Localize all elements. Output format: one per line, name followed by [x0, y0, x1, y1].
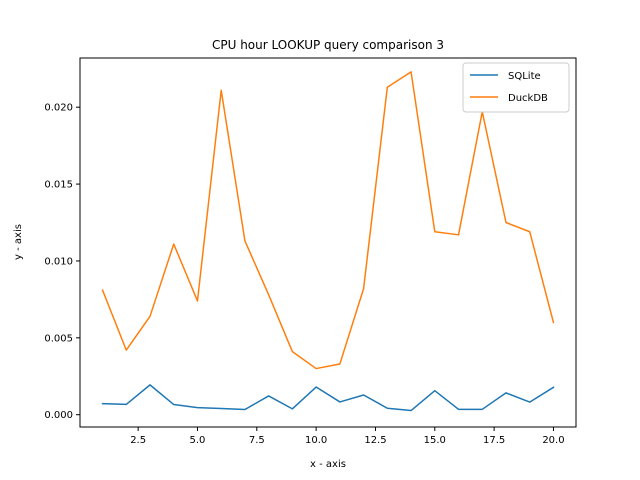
y-tick-label: 0.020: [44, 103, 73, 114]
plot-area: [101, 71, 555, 412]
x-tick-label: 7.5: [249, 435, 265, 446]
x-tick-label: 17.5: [483, 435, 505, 446]
x-tick-label: 2.5: [130, 435, 146, 446]
legend-label-duckdb: DuckDB: [508, 93, 548, 104]
x-tick-label: 10.0: [305, 435, 327, 446]
y-tick-label: 0.015: [44, 180, 73, 191]
chart-title: CPU hour LOOKUP query comparison 3: [212, 38, 444, 52]
y-tick-label: 0.010: [44, 256, 73, 267]
x-tick-label: 5.0: [190, 435, 206, 446]
y-tick-label: 0.005: [44, 333, 73, 344]
x-tick-label: 15.0: [424, 435, 446, 446]
x-tick-label: 20.0: [542, 435, 564, 446]
x-axis-label: x - axis: [310, 459, 346, 470]
series-line-duckdb: [101, 71, 555, 370]
legend-label-sqlite: SQLite: [508, 71, 541, 82]
x-axis-ticks: 2.5 5.0 7.5 10.0 12.5 15.0 17.5 20.0: [130, 427, 565, 446]
series-line-sqlite: [101, 384, 555, 412]
x-tick-label: 12.5: [364, 435, 386, 446]
y-axis-label: y - axis: [13, 224, 24, 260]
legend: SQLite DuckDB: [462, 62, 570, 113]
plot-frame: [79, 57, 577, 428]
y-axis-ticks: 0.000 0.005 0.010 0.015 0.020: [44, 103, 80, 421]
y-tick-label: 0.000: [44, 410, 73, 421]
